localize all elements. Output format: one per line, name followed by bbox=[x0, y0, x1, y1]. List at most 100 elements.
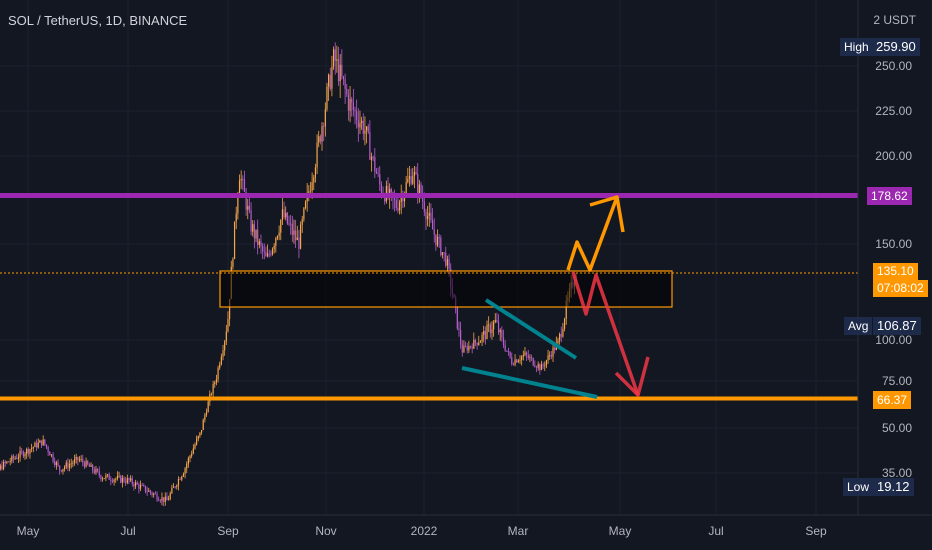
candle-body bbox=[253, 224, 255, 239]
candle-body bbox=[303, 208, 305, 220]
candle-body bbox=[493, 322, 495, 330]
candle-body bbox=[126, 478, 128, 483]
candle-body bbox=[565, 300, 567, 319]
candles bbox=[0, 42, 577, 507]
candle-body bbox=[286, 212, 288, 224]
candle-body bbox=[296, 237, 298, 241]
candle-body bbox=[260, 241, 262, 246]
candle-body bbox=[167, 498, 170, 501]
candle-body bbox=[514, 359, 516, 365]
x-tick-label: Jul bbox=[708, 524, 723, 538]
y-tick-label: 250.00 bbox=[875, 59, 912, 73]
candle-body bbox=[314, 167, 317, 178]
candle-body bbox=[379, 174, 381, 185]
candle-body bbox=[184, 468, 186, 475]
y-tick-label: 50.00 bbox=[882, 421, 912, 435]
y-tick-label: 35.00 bbox=[882, 466, 912, 480]
candle-body bbox=[524, 352, 526, 355]
bullish-arrow-head bbox=[589, 195, 625, 233]
candle-body bbox=[143, 485, 145, 486]
price-scale-unit[interactable]: 2 USDT bbox=[873, 13, 916, 27]
candle-body bbox=[64, 467, 66, 469]
candle-body bbox=[212, 384, 214, 394]
resistance-value: 178.62 bbox=[867, 187, 912, 205]
candle-body bbox=[169, 493, 171, 499]
candle-body bbox=[494, 319, 496, 323]
candle-body bbox=[50, 454, 53, 456]
avg-value: 106.87 bbox=[873, 317, 921, 335]
x-tick-label: Sep bbox=[805, 524, 827, 538]
x-tick-label: May bbox=[609, 524, 632, 538]
candle-body bbox=[238, 180, 241, 195]
candle-body bbox=[179, 479, 181, 480]
candle-body bbox=[301, 219, 303, 225]
candle-body bbox=[47, 447, 49, 452]
candle-body bbox=[125, 481, 127, 483]
candle-body bbox=[115, 478, 117, 480]
candle-body bbox=[83, 462, 86, 467]
candle-body bbox=[331, 66, 333, 89]
candle-body bbox=[87, 460, 89, 465]
candle-body bbox=[182, 474, 185, 477]
time-axis-bg bbox=[0, 515, 932, 550]
candle-body bbox=[461, 344, 463, 353]
candle-body bbox=[446, 259, 449, 266]
candle-body bbox=[42, 439, 44, 446]
candle-body bbox=[522, 354, 524, 357]
candle-body bbox=[280, 220, 282, 233]
candle-body bbox=[458, 328, 460, 331]
candle-body bbox=[418, 184, 420, 194]
x-tick-label: Mar bbox=[508, 524, 529, 538]
candle-body bbox=[39, 440, 41, 443]
candle-body bbox=[40, 440, 43, 446]
candle-body bbox=[329, 74, 331, 89]
candle-body bbox=[554, 347, 556, 350]
candle-body bbox=[394, 198, 396, 201]
candle-body bbox=[118, 475, 120, 477]
candle-body bbox=[95, 469, 97, 473]
candle-body bbox=[321, 126, 323, 142]
candle-body bbox=[435, 234, 437, 246]
candle-body bbox=[177, 479, 180, 486]
candle-body bbox=[430, 212, 432, 220]
candle-body bbox=[224, 341, 226, 351]
candle-body bbox=[245, 191, 247, 210]
candle-body bbox=[377, 173, 379, 175]
candle-body bbox=[151, 492, 153, 495]
candle-body bbox=[290, 223, 292, 225]
candle-body bbox=[263, 251, 265, 253]
candle-body bbox=[463, 345, 465, 353]
candle-body bbox=[486, 324, 488, 340]
candle-body bbox=[268, 253, 270, 255]
candle-body bbox=[133, 483, 135, 487]
candle-body bbox=[156, 493, 158, 500]
candle-body bbox=[341, 64, 343, 77]
candle-body bbox=[247, 205, 249, 210]
candle-body bbox=[408, 175, 411, 180]
candle-body bbox=[417, 174, 419, 194]
candle-body bbox=[235, 213, 237, 222]
candle-body bbox=[128, 478, 130, 481]
candle-body bbox=[113, 479, 115, 482]
candle-body bbox=[131, 478, 133, 484]
candle-body bbox=[336, 59, 338, 61]
candle-body bbox=[275, 238, 277, 246]
candle-body bbox=[375, 171, 378, 174]
candle-body bbox=[398, 202, 401, 211]
candle-body bbox=[108, 474, 110, 480]
bearish-arrow-head bbox=[614, 356, 650, 397]
candle-body bbox=[158, 499, 160, 501]
candle-body bbox=[232, 258, 234, 267]
candle-body bbox=[516, 359, 518, 363]
price-axis-bg bbox=[858, 0, 932, 515]
candle-body bbox=[161, 497, 163, 501]
candle-body bbox=[85, 460, 87, 467]
candle-body bbox=[78, 459, 81, 461]
high-value: 259.90 bbox=[872, 38, 920, 56]
candle-body bbox=[380, 184, 383, 194]
candle-body bbox=[16, 457, 18, 459]
candle-body bbox=[478, 342, 480, 345]
candle-body bbox=[342, 76, 345, 80]
candle-body bbox=[405, 182, 407, 194]
